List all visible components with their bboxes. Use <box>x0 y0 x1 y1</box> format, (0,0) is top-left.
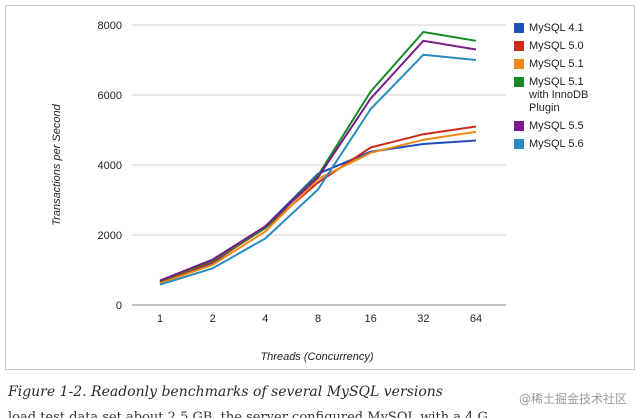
x-tick-label: 2 <box>210 313 216 325</box>
body-text-cutoff: load test data set about 2.5 GB, the ser… <box>8 410 488 418</box>
x-tick-label: 8 <box>315 313 321 325</box>
x-axis-label: Threads (Concurrency) <box>260 351 373 363</box>
legend-swatch <box>514 121 524 131</box>
legend-item: MySQL 4.1 <box>514 22 632 35</box>
x-tick-label: 64 <box>470 313 482 325</box>
y-tick-label: 4000 <box>98 160 122 172</box>
legend-label-line: MySQL 4.1 <box>529 22 584 34</box>
legend-swatch <box>514 139 524 149</box>
legend-label-line: MySQL 5.1 <box>529 76 584 88</box>
legend-label: MySQL 5.5 <box>529 120 584 133</box>
legend-label: MySQL 5.0 <box>529 40 584 53</box>
series-line-mysql-5-6 <box>159 53 477 286</box>
series-line-mysql-5-0 <box>159 125 477 283</box>
legend-item: MySQL 5.5 <box>514 120 632 133</box>
legend-swatch <box>514 41 524 51</box>
y-tick-labels: 0 2000 4000 6000 8000 <box>98 20 122 312</box>
legend-label: MySQL 4.1 <box>529 22 584 35</box>
legend-label: MySQL 5.1 with InnoDB Plugin <box>529 76 588 115</box>
legend-label: MySQL 5.1 <box>529 58 584 71</box>
series-lines <box>159 31 477 286</box>
legend-label-line: MySQL 5.0 <box>529 40 584 52</box>
figure-caption: Figure 1-2. Readonly benchmarks of sever… <box>8 384 443 400</box>
y-tick-label: 8000 <box>98 20 122 32</box>
legend-label-line: with InnoDB <box>529 89 589 101</box>
legend-swatch <box>514 77 524 87</box>
legend-item: MySQL 5.1 with InnoDB Plugin <box>514 76 632 115</box>
legend-swatch <box>514 23 524 33</box>
legend-swatch <box>514 59 524 69</box>
watermark: @稀土掘金技术社区 <box>518 392 627 406</box>
y-tick-label: 0 <box>116 300 122 312</box>
x-tick-label: 1 <box>157 313 163 325</box>
legend-label-line: MySQL 5.1 <box>529 58 584 70</box>
x-tick-label: 32 <box>417 313 429 325</box>
y-tick-label: 6000 <box>98 90 122 102</box>
legend: MySQL 4.1 MySQL 5.0 MySQL 5.1 MySQL 5.1 with… <box>514 22 632 156</box>
series-line-mysql-5-5 <box>159 39 477 282</box>
legend-item: MySQL 5.6 <box>514 138 632 151</box>
legend-label-line: MySQL 5.5 <box>529 120 584 132</box>
series-line-mysql-5-1-with-innodb-plugin <box>159 31 477 283</box>
x-tick-labels: 1 2 4 8 16 32 64 <box>157 313 482 325</box>
legend-label-line: Plugin <box>529 102 560 114</box>
y-axis-label: Transactions per Second <box>51 103 63 225</box>
grid-lines <box>132 24 506 306</box>
legend-label: MySQL 5.6 <box>529 138 584 151</box>
x-tick-label: 16 <box>365 313 377 325</box>
legend-item: MySQL 5.0 <box>514 40 632 53</box>
legend-label-line: MySQL 5.6 <box>529 138 584 150</box>
x-tick-label: 4 <box>262 313 268 325</box>
y-tick-label: 2000 <box>98 230 122 242</box>
series-line-mysql-5-1 <box>159 130 477 285</box>
legend-item: MySQL 5.1 <box>514 58 632 71</box>
